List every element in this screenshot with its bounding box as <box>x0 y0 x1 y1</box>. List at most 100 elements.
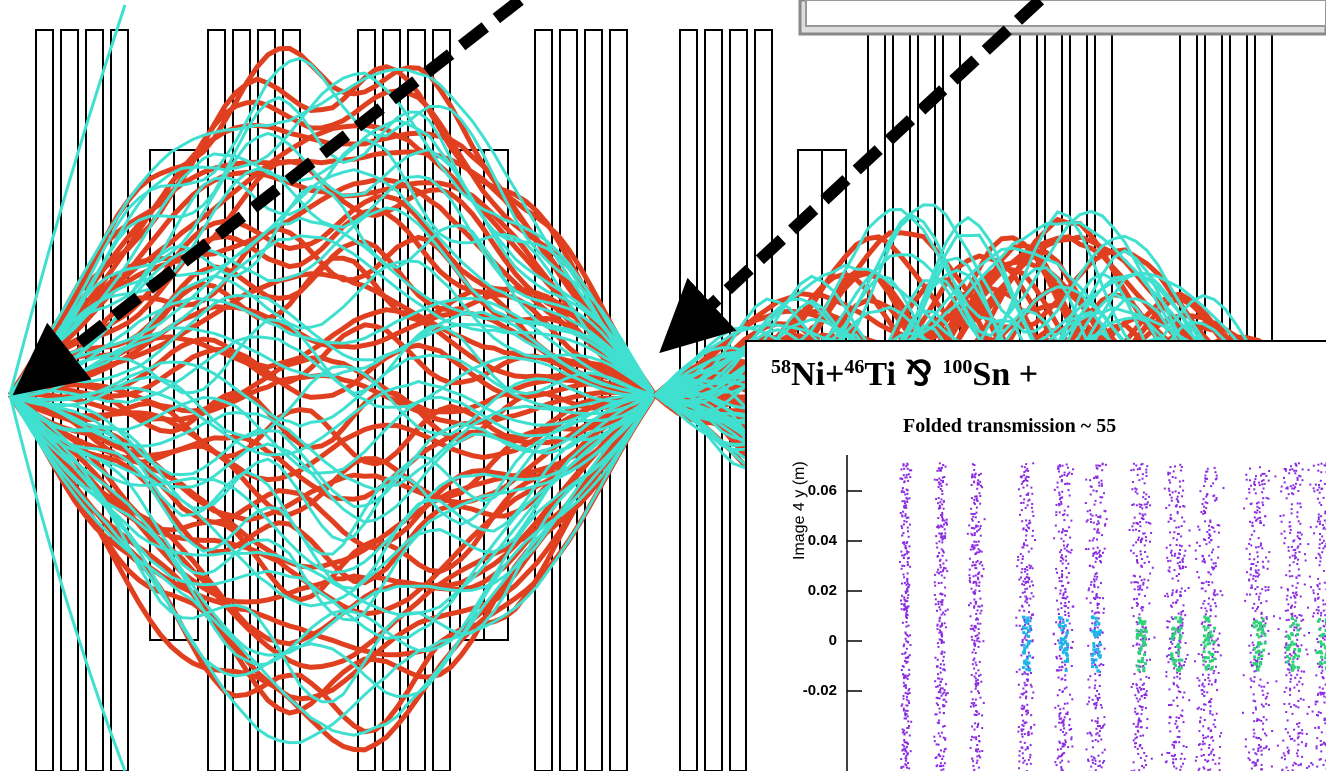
dot <box>1202 674 1204 676</box>
dot <box>1022 757 1024 759</box>
dot <box>981 486 983 488</box>
dot <box>1198 730 1200 732</box>
dot <box>1175 767 1177 769</box>
dot <box>1024 568 1026 570</box>
dot <box>1293 561 1295 563</box>
dot <box>907 594 909 596</box>
dot <box>1298 690 1300 692</box>
dot <box>1095 739 1097 741</box>
dot <box>1028 668 1031 671</box>
dot <box>1256 753 1258 755</box>
dot <box>943 664 945 666</box>
dot <box>976 744 978 746</box>
dot <box>943 641 945 643</box>
dot <box>1028 527 1030 529</box>
dot <box>1285 631 1287 633</box>
dot <box>941 678 943 680</box>
dot <box>1098 522 1100 524</box>
dot <box>944 614 946 616</box>
dot <box>906 553 908 555</box>
dot <box>1062 651 1065 654</box>
dot <box>1092 591 1094 593</box>
dot <box>1025 539 1027 541</box>
dot <box>1271 730 1273 732</box>
dot <box>980 561 982 563</box>
dot <box>1060 629 1063 632</box>
dot <box>1208 525 1210 527</box>
dot <box>1320 651 1323 654</box>
dot <box>1189 530 1191 532</box>
dot <box>1144 544 1146 546</box>
dot <box>944 537 946 539</box>
dot <box>976 762 978 764</box>
dot <box>1307 607 1309 609</box>
dot <box>1179 673 1181 675</box>
dot <box>1029 522 1031 524</box>
dot <box>1176 716 1178 718</box>
dot <box>903 532 905 534</box>
dot <box>1321 463 1323 465</box>
dot <box>1060 501 1062 503</box>
dot <box>1258 482 1260 484</box>
dot <box>1141 695 1143 697</box>
dot <box>1139 620 1142 623</box>
dot <box>1028 604 1030 606</box>
dot <box>1291 660 1294 663</box>
dot <box>1204 600 1206 602</box>
dot <box>1258 684 1260 686</box>
dot <box>906 752 908 754</box>
dot <box>1259 520 1261 522</box>
dot <box>908 727 910 729</box>
dot <box>1055 511 1057 513</box>
dot <box>1026 480 1028 482</box>
dot <box>1210 668 1213 671</box>
dot <box>1181 495 1183 497</box>
dot <box>1298 568 1300 570</box>
dot <box>1320 694 1322 696</box>
dot <box>1064 739 1066 741</box>
dot <box>1028 551 1030 553</box>
dot <box>943 501 945 503</box>
dot <box>1168 722 1170 724</box>
dot <box>1064 611 1066 613</box>
dot <box>978 735 980 737</box>
dot <box>1290 738 1292 740</box>
dot <box>1176 676 1178 678</box>
dot <box>1100 663 1102 665</box>
dot <box>902 673 904 675</box>
dot <box>978 572 980 574</box>
dot <box>1211 751 1213 753</box>
dot <box>1085 502 1087 504</box>
dot <box>1245 738 1247 740</box>
dot <box>1177 736 1179 738</box>
dot <box>1059 708 1061 710</box>
dot <box>1089 540 1091 542</box>
dot <box>970 691 972 693</box>
dot <box>1095 557 1097 559</box>
dot <box>1087 732 1089 734</box>
dot <box>1255 651 1258 654</box>
dot <box>1101 534 1103 536</box>
dot <box>1137 468 1139 470</box>
dot <box>1053 633 1055 635</box>
dot <box>1249 479 1251 481</box>
dot <box>1019 596 1021 598</box>
dot <box>1205 668 1208 671</box>
dot <box>974 503 976 505</box>
dot <box>1249 521 1251 523</box>
dot <box>1139 744 1141 746</box>
dot <box>1296 752 1298 754</box>
dot <box>976 755 978 757</box>
dot <box>942 555 944 557</box>
dot <box>945 610 947 612</box>
dot <box>1175 741 1177 743</box>
dot <box>1206 543 1208 545</box>
dot <box>1214 719 1216 721</box>
dot <box>970 747 972 749</box>
dot <box>1169 621 1171 623</box>
dot <box>1138 537 1140 539</box>
dot <box>1057 694 1059 696</box>
dot <box>1139 705 1141 707</box>
dot <box>1058 722 1060 724</box>
dot <box>1136 697 1138 699</box>
